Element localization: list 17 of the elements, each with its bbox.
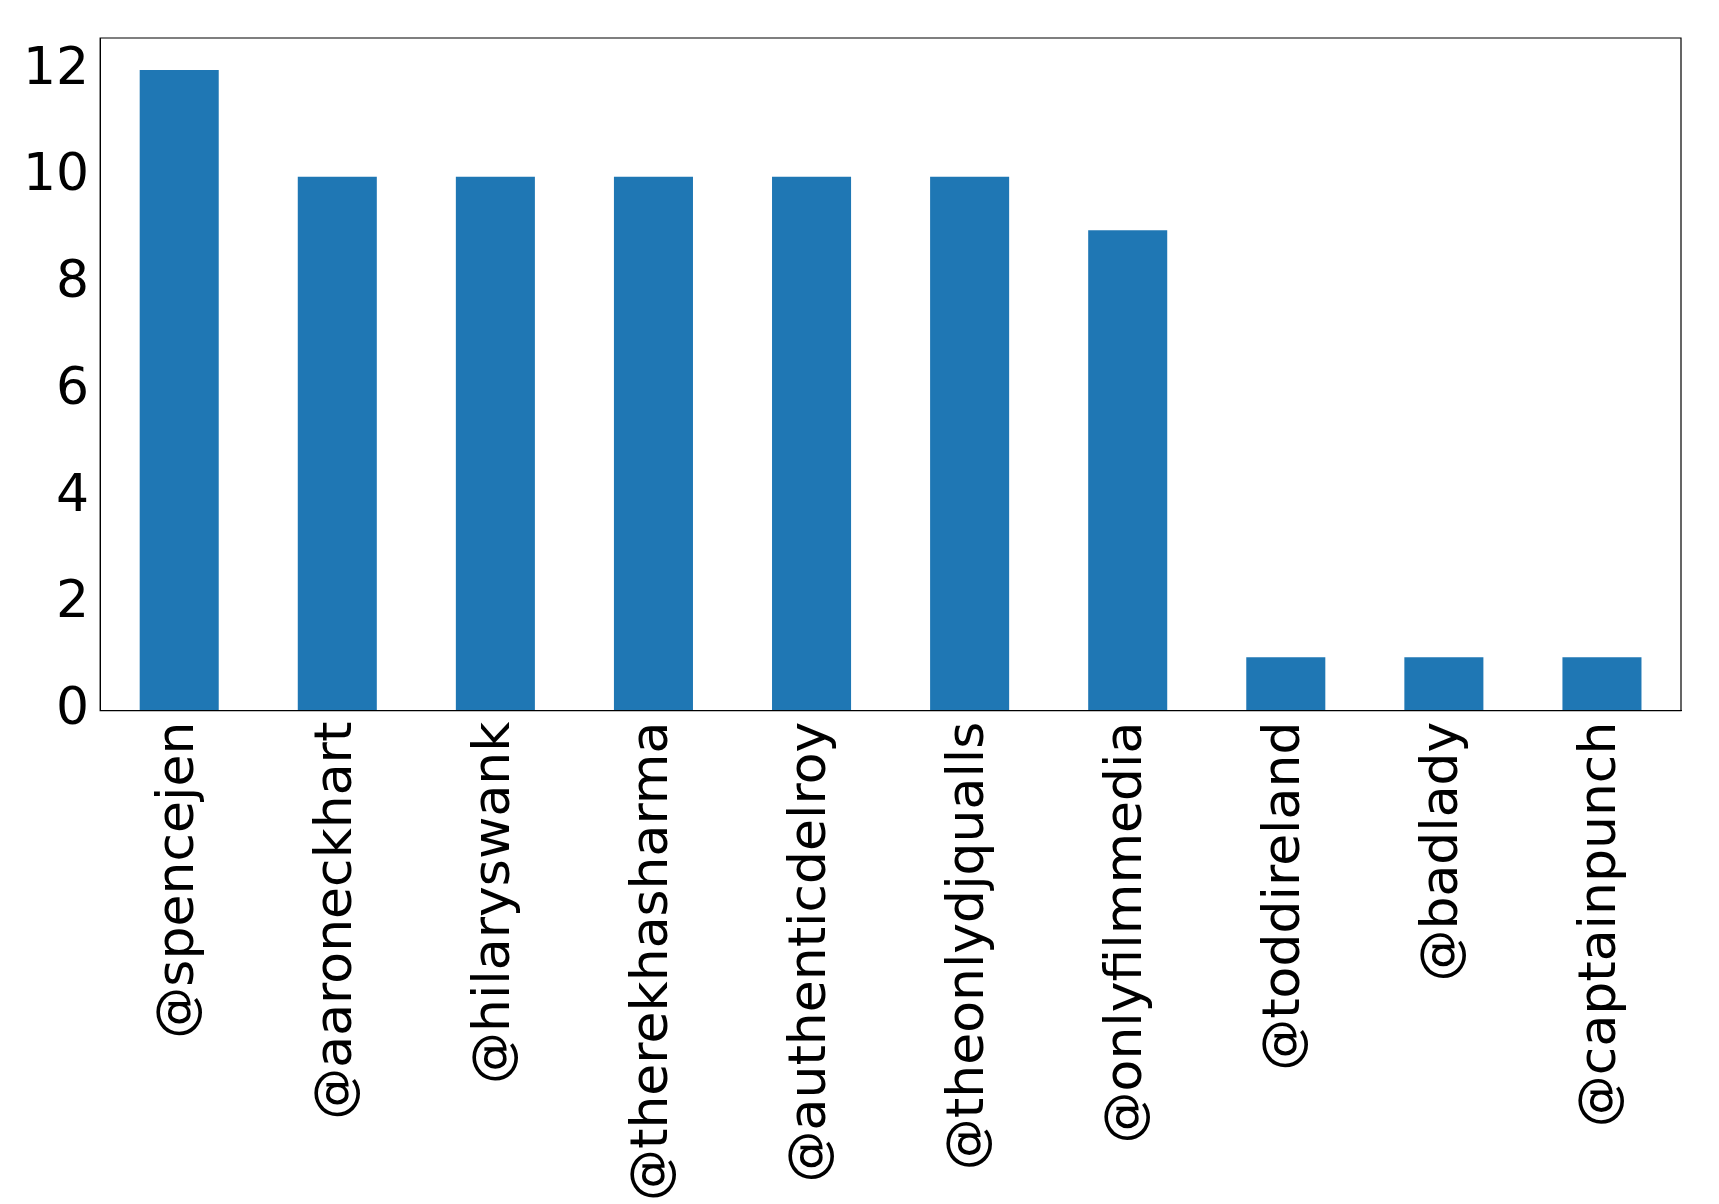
x-tick-label: @onlyfilmmedia (1093, 721, 1154, 1144)
y-tick-label: 4 (56, 462, 90, 523)
x-tick-label: @badlady (1409, 721, 1470, 982)
x-tick-label: @aaroneckhart (302, 721, 363, 1120)
y-tick-label: 2 (56, 569, 90, 630)
x-tick-label: @therekhasharma (618, 721, 679, 1202)
y-tick-label: 12 (23, 35, 90, 96)
x-tick-label: @captainpunch (1567, 721, 1628, 1128)
y-tick-label: 0 (56, 676, 90, 737)
y-tick-label: 8 (56, 249, 90, 310)
x-tick-label: @toddireland (1251, 721, 1312, 1071)
x-tick-label: @hilaryswank (460, 721, 521, 1085)
x-tick-label: @theonlydjqualls (935, 721, 996, 1171)
y-tick-label: 6 (56, 355, 90, 416)
x-tick-label: @spencejen (144, 721, 205, 1039)
y-tick-label: 10 (23, 142, 90, 203)
x-tick-label: @authenticdelroy (777, 721, 838, 1183)
